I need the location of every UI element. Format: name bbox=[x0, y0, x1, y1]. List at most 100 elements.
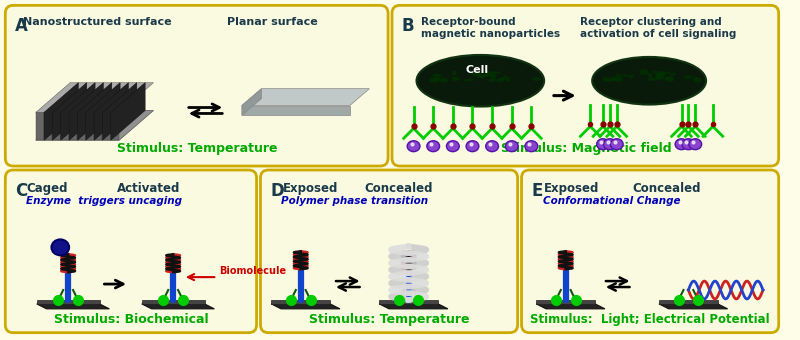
Polygon shape bbox=[37, 304, 110, 309]
Text: Receptor-bound
magnetic nanoparticles: Receptor-bound magnetic nanoparticles bbox=[422, 17, 561, 39]
Ellipse shape bbox=[652, 71, 659, 73]
Ellipse shape bbox=[610, 76, 614, 80]
Ellipse shape bbox=[464, 79, 474, 81]
FancyBboxPatch shape bbox=[392, 5, 778, 166]
Ellipse shape bbox=[504, 75, 508, 79]
Polygon shape bbox=[53, 83, 95, 113]
Ellipse shape bbox=[615, 74, 622, 79]
Text: Conformational Change: Conformational Change bbox=[543, 196, 681, 206]
Ellipse shape bbox=[684, 75, 693, 79]
Ellipse shape bbox=[603, 139, 616, 150]
Polygon shape bbox=[53, 83, 86, 140]
Ellipse shape bbox=[479, 75, 486, 78]
Polygon shape bbox=[271, 304, 340, 309]
Ellipse shape bbox=[525, 141, 538, 152]
Polygon shape bbox=[242, 89, 262, 116]
Ellipse shape bbox=[654, 73, 662, 75]
Ellipse shape bbox=[506, 76, 510, 82]
Ellipse shape bbox=[639, 69, 648, 73]
Ellipse shape bbox=[430, 79, 438, 83]
Polygon shape bbox=[78, 83, 112, 140]
Ellipse shape bbox=[474, 72, 480, 76]
Ellipse shape bbox=[651, 79, 658, 81]
Ellipse shape bbox=[446, 141, 459, 152]
Polygon shape bbox=[86, 83, 129, 113]
Ellipse shape bbox=[499, 77, 506, 80]
Text: Enzyme  triggers uncaging: Enzyme triggers uncaging bbox=[26, 196, 182, 206]
Text: A: A bbox=[15, 17, 28, 35]
Ellipse shape bbox=[477, 75, 482, 78]
Ellipse shape bbox=[485, 71, 494, 74]
Ellipse shape bbox=[433, 74, 442, 77]
Text: C: C bbox=[15, 182, 27, 200]
FancyBboxPatch shape bbox=[522, 170, 778, 333]
Polygon shape bbox=[102, 83, 137, 140]
Ellipse shape bbox=[430, 78, 438, 81]
Ellipse shape bbox=[693, 78, 702, 82]
Polygon shape bbox=[44, 83, 78, 140]
Polygon shape bbox=[659, 300, 718, 304]
Text: Stimulus: Temperature: Stimulus: Temperature bbox=[118, 142, 278, 155]
Polygon shape bbox=[86, 83, 120, 140]
Polygon shape bbox=[86, 113, 94, 140]
Ellipse shape bbox=[483, 74, 488, 76]
Ellipse shape bbox=[506, 141, 518, 152]
Ellipse shape bbox=[597, 139, 610, 150]
FancyBboxPatch shape bbox=[6, 5, 388, 166]
Ellipse shape bbox=[466, 141, 479, 152]
Ellipse shape bbox=[658, 71, 666, 75]
Text: Stimulus: Biochemical: Stimulus: Biochemical bbox=[54, 313, 208, 326]
Text: Stimulus: Magnetic field: Stimulus: Magnetic field bbox=[501, 142, 672, 155]
Text: Exposed: Exposed bbox=[544, 182, 599, 195]
Text: D: D bbox=[270, 182, 284, 200]
Ellipse shape bbox=[661, 72, 666, 76]
Ellipse shape bbox=[648, 77, 653, 81]
Text: Stimulus: Temperature: Stimulus: Temperature bbox=[309, 313, 470, 326]
Polygon shape bbox=[142, 304, 214, 309]
Polygon shape bbox=[61, 113, 69, 140]
Polygon shape bbox=[111, 113, 119, 140]
Polygon shape bbox=[536, 304, 605, 309]
Text: Receptor clustering and
activation of cell signaling: Receptor clustering and activation of ce… bbox=[581, 17, 737, 39]
Polygon shape bbox=[78, 113, 86, 140]
Text: Activated: Activated bbox=[117, 182, 181, 195]
Polygon shape bbox=[36, 113, 44, 140]
Ellipse shape bbox=[452, 77, 458, 82]
Text: Polymer phase transition: Polymer phase transition bbox=[281, 196, 428, 206]
Polygon shape bbox=[36, 110, 154, 140]
Polygon shape bbox=[102, 83, 145, 113]
Text: Biomolecule: Biomolecule bbox=[219, 266, 286, 276]
Ellipse shape bbox=[622, 74, 630, 76]
Polygon shape bbox=[44, 113, 53, 140]
Ellipse shape bbox=[650, 78, 654, 80]
Polygon shape bbox=[61, 83, 95, 140]
Polygon shape bbox=[94, 113, 102, 140]
Ellipse shape bbox=[489, 78, 496, 82]
Ellipse shape bbox=[689, 139, 702, 150]
Polygon shape bbox=[111, 83, 154, 113]
Ellipse shape bbox=[682, 139, 694, 150]
Polygon shape bbox=[53, 113, 61, 140]
Ellipse shape bbox=[629, 75, 634, 79]
Ellipse shape bbox=[657, 75, 664, 80]
Polygon shape bbox=[69, 113, 78, 140]
Ellipse shape bbox=[438, 78, 448, 83]
Ellipse shape bbox=[51, 239, 69, 255]
FancyBboxPatch shape bbox=[6, 170, 257, 333]
Ellipse shape bbox=[663, 77, 669, 80]
Text: Concealed: Concealed bbox=[365, 182, 433, 195]
Polygon shape bbox=[61, 83, 103, 113]
Ellipse shape bbox=[434, 78, 438, 81]
Text: E: E bbox=[531, 182, 542, 200]
Ellipse shape bbox=[658, 73, 664, 78]
Ellipse shape bbox=[494, 71, 501, 74]
Ellipse shape bbox=[592, 57, 706, 104]
Ellipse shape bbox=[610, 139, 623, 150]
Ellipse shape bbox=[478, 75, 485, 78]
Text: Planar surface: Planar surface bbox=[227, 17, 318, 27]
Ellipse shape bbox=[663, 71, 670, 74]
Polygon shape bbox=[271, 300, 330, 304]
Ellipse shape bbox=[640, 72, 650, 75]
Polygon shape bbox=[111, 83, 145, 140]
Polygon shape bbox=[242, 89, 370, 105]
